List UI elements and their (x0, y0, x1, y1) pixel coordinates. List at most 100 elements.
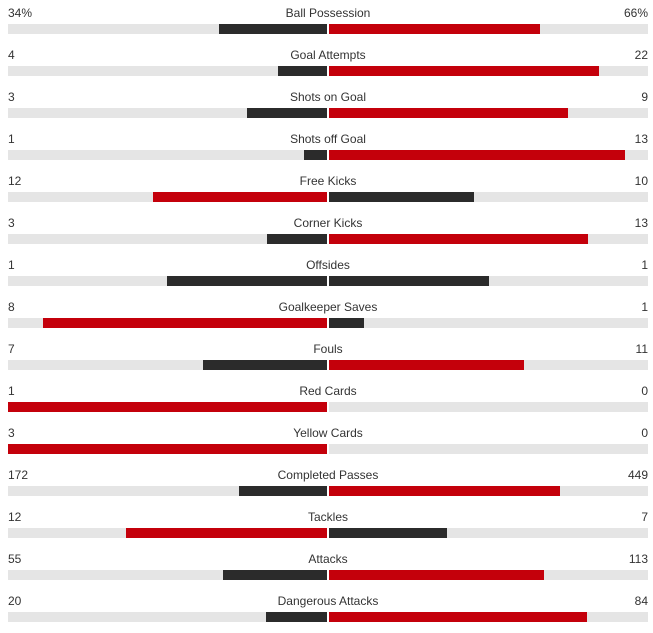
stat-row: 20 Dangerous Attacks 84 (8, 593, 648, 623)
home-bar (203, 360, 327, 370)
stat-name: Corner Kicks (293, 216, 363, 230)
home-value: 20 (8, 594, 22, 608)
stat-row: 8 Goalkeeper Saves 1 (8, 299, 648, 329)
stat-labels: 34% Ball Possession 66% (8, 5, 648, 21)
stat-bar-track (8, 192, 648, 202)
stat-labels: 55 Attacks 113 (8, 551, 648, 567)
away-value: 13 (634, 132, 648, 146)
home-bar (247, 108, 327, 118)
stat-labels: 12 Tackles 7 (8, 509, 648, 525)
away-value: 66% (623, 6, 648, 20)
stat-row: 12 Tackles 7 (8, 509, 648, 539)
home-value: 8 (8, 300, 15, 314)
home-bar (223, 570, 327, 580)
home-bar (219, 24, 327, 34)
away-bar (329, 24, 540, 34)
center-divider (327, 444, 329, 454)
stat-name: Goalkeeper Saves (278, 300, 378, 314)
stat-name: Dangerous Attacks (277, 594, 379, 608)
stat-labels: 3 Shots on Goal 9 (8, 89, 648, 105)
away-value: 0 (641, 384, 648, 398)
center-divider (327, 108, 329, 118)
center-divider (327, 486, 329, 496)
stat-row: 172 Completed Passes 449 (8, 467, 648, 497)
home-value: 1 (8, 258, 15, 272)
home-value: 3 (8, 90, 15, 104)
home-bar (304, 150, 327, 160)
away-bar (329, 276, 489, 286)
home-value: 3 (8, 216, 15, 230)
home-value: 12 (8, 174, 22, 188)
stat-bar-track (8, 528, 648, 538)
stat-bar-track (8, 360, 648, 370)
stat-bar-track (8, 108, 648, 118)
away-value: 113 (628, 552, 648, 566)
home-value: 12 (8, 510, 22, 524)
away-value: 22 (634, 48, 648, 62)
stat-name: Shots off Goal (290, 132, 366, 146)
center-divider (327, 234, 329, 244)
away-value: 11 (635, 342, 648, 356)
away-value: 1 (641, 300, 648, 314)
home-bar (278, 66, 327, 76)
away-bar (329, 192, 474, 202)
stat-labels: 20 Dangerous Attacks 84 (8, 593, 648, 609)
stat-bar-track (8, 276, 648, 286)
stat-name: Attacks (308, 552, 348, 566)
stat-labels: 12 Free Kicks 10 (8, 173, 648, 189)
center-divider (327, 24, 329, 34)
away-bar (329, 150, 625, 160)
stat-name: Goal Attempts (290, 48, 366, 62)
stat-labels: 1 Offsides 1 (8, 257, 648, 273)
home-value: 1 (8, 384, 15, 398)
stat-name: Completed Passes (277, 468, 379, 482)
center-divider (327, 360, 329, 370)
stat-row: 1 Red Cards 0 (8, 383, 648, 413)
stat-name: Offsides (306, 258, 350, 272)
stat-bar-track (8, 234, 648, 244)
stat-labels: 3 Yellow Cards 0 (8, 425, 648, 441)
center-divider (327, 318, 329, 328)
home-bar (8, 402, 327, 412)
home-value: 172 (8, 468, 29, 482)
away-bar (329, 486, 560, 496)
stat-bar-track (8, 486, 648, 496)
home-bar (126, 528, 327, 538)
stat-row: 3 Corner Kicks 13 (8, 215, 648, 245)
away-bar (329, 234, 588, 244)
center-divider (327, 612, 329, 622)
away-bar (329, 528, 447, 538)
away-value: 84 (634, 594, 648, 608)
away-value: 13 (634, 216, 648, 230)
away-bar (329, 318, 364, 328)
away-bar (329, 360, 524, 370)
home-value: 55 (8, 552, 22, 566)
stat-bar-track (8, 24, 648, 34)
home-bar (266, 612, 327, 622)
home-value: 3 (8, 426, 15, 440)
away-bar (329, 108, 568, 118)
stat-labels: 1 Red Cards 0 (8, 383, 648, 399)
center-divider (327, 66, 329, 76)
stat-row: 3 Yellow Cards 0 (8, 425, 648, 455)
stat-name: Fouls (313, 342, 343, 356)
away-value: 0 (641, 426, 648, 440)
stat-bar-track (8, 570, 648, 580)
away-value: 9 (641, 90, 648, 104)
away-bar (329, 612, 587, 622)
away-value: 10 (634, 174, 648, 188)
home-bar (8, 444, 327, 454)
stat-row: 1 Offsides 1 (8, 257, 648, 287)
stat-bar-track (8, 150, 648, 160)
stat-bar-track (8, 402, 648, 412)
stat-row: 4 Goal Attempts 22 (8, 47, 648, 77)
home-value: 7 (8, 342, 15, 356)
stat-labels: 8 Goalkeeper Saves 1 (8, 299, 648, 315)
center-divider (327, 150, 329, 160)
home-bar (153, 192, 327, 202)
stat-name: Red Cards (299, 384, 357, 398)
home-bar (239, 486, 327, 496)
center-divider (327, 570, 329, 580)
stat-row: 34% Ball Possession 66% (8, 5, 648, 35)
